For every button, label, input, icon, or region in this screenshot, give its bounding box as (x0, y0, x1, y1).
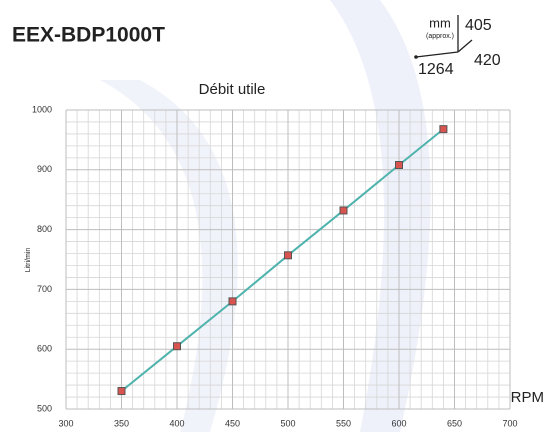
y-tick-label: 500 (37, 403, 52, 413)
dim-line (457, 39, 473, 53)
watermark (100, 80, 238, 432)
dim-dot (414, 55, 418, 59)
watermark (330, 0, 431, 432)
data-point (439, 125, 448, 134)
x-tick-label: 500 (280, 418, 295, 428)
x-tick-label: 550 (336, 418, 351, 428)
product-title: EEX-BDP1000T (12, 24, 165, 47)
chart-title: Débit utile (199, 81, 266, 98)
x-tick-label: 650 (447, 418, 462, 428)
dim-depth: 420 (474, 52, 501, 69)
dimension-icon: mm (approx.) 405 420 1264 (414, 15, 501, 78)
x-tick-label: 350 (114, 418, 129, 428)
x-tick-label: 450 (225, 418, 240, 428)
x-tick-label: 300 (58, 418, 73, 428)
x-tick-label: 600 (391, 418, 406, 428)
y-tick-label: 800 (37, 224, 52, 234)
x-tick-label: 400 (169, 418, 184, 428)
dim-height: 405 (465, 17, 492, 34)
x-axis-label: RPM (511, 389, 544, 406)
data-point (173, 342, 181, 351)
dim-unit: mm (429, 15, 451, 30)
data-point (395, 161, 403, 170)
y-tick-label: 700 (37, 284, 52, 294)
dim-line (415, 51, 459, 58)
data-point (117, 387, 126, 396)
y-tick-label: 900 (37, 164, 52, 174)
data-point (339, 206, 348, 215)
x-tick-label: 700 (502, 418, 517, 428)
y-tick-label: 1000 (32, 104, 52, 114)
y-tick-label: 600 (37, 344, 52, 354)
dim-note: (approx.) (426, 33, 454, 40)
data-point (284, 251, 292, 260)
y-axis-label: Litri/min (25, 248, 32, 273)
data-point (228, 297, 237, 306)
dim-width: 1264 (418, 61, 454, 78)
